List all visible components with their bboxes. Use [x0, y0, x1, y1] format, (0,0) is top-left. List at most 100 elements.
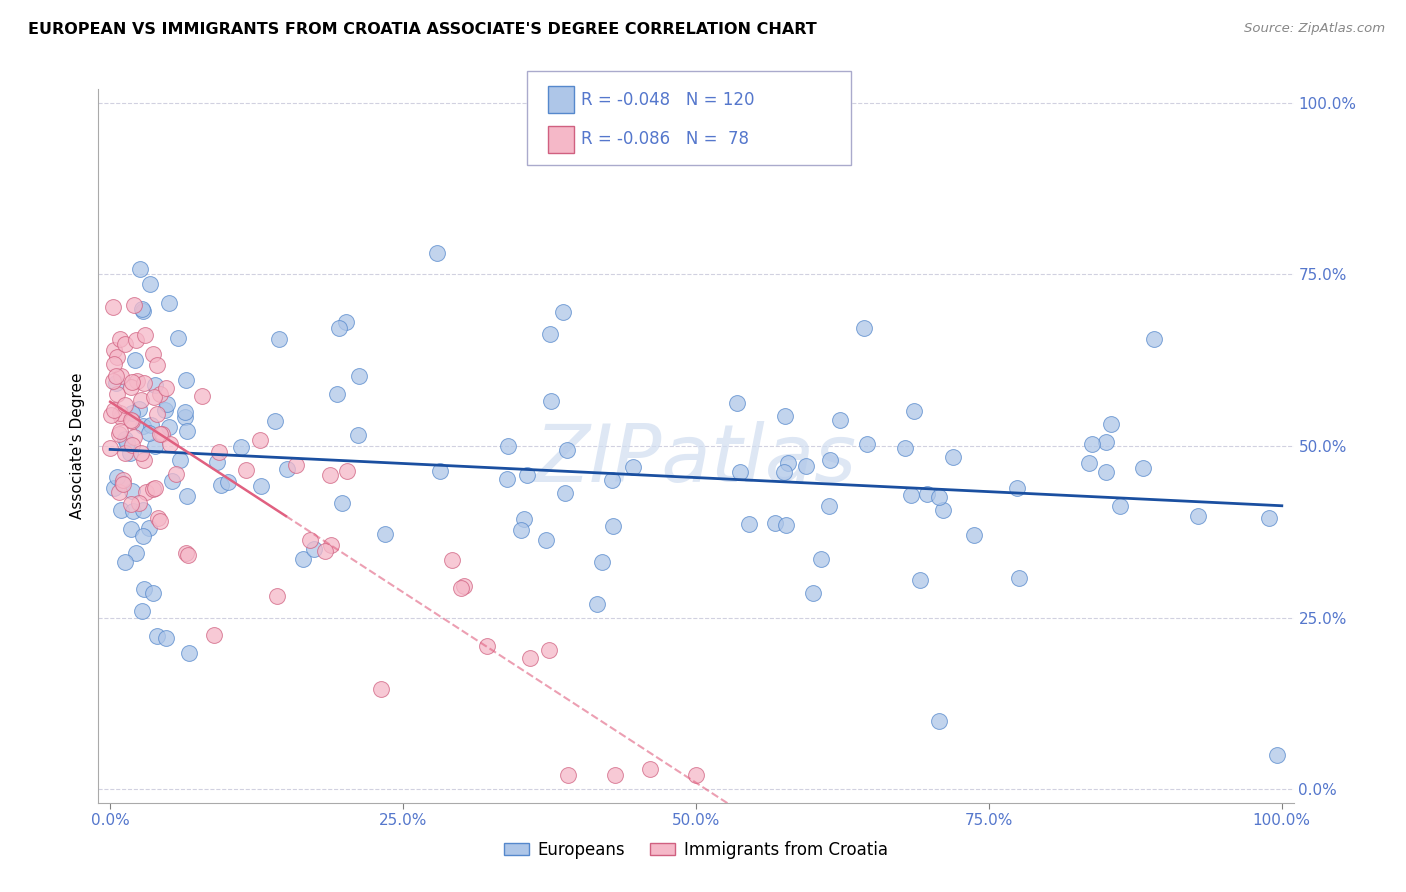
Point	[207, 455, 229, 469]
Point	[298, 533, 321, 547]
Point	[105, 351, 128, 365]
Point	[191, 389, 214, 403]
Point	[103, 357, 125, 371]
Point	[828, 413, 851, 427]
Point	[111, 473, 134, 487]
Point	[131, 301, 153, 316]
Point	[157, 296, 180, 310]
Point	[326, 387, 349, 401]
Point	[738, 517, 761, 532]
Point	[1108, 500, 1130, 514]
Point	[108, 406, 131, 420]
Point	[103, 481, 125, 495]
Point	[765, 516, 787, 530]
Point	[131, 529, 153, 543]
Point	[426, 245, 449, 260]
Point	[801, 586, 824, 600]
Point	[139, 418, 162, 433]
Point	[105, 387, 128, 401]
Point	[165, 467, 187, 481]
Point	[335, 315, 357, 329]
Point	[155, 380, 177, 394]
Point	[129, 445, 152, 459]
Point	[142, 482, 165, 496]
Point	[1095, 465, 1118, 479]
Point	[125, 546, 148, 560]
Point	[856, 437, 879, 451]
Point	[145, 358, 167, 372]
Point	[1094, 435, 1116, 450]
Point	[347, 428, 370, 442]
Point	[121, 375, 143, 389]
Point	[139, 277, 162, 291]
Point	[778, 456, 800, 470]
Point	[174, 405, 197, 419]
Point	[347, 369, 370, 384]
Point	[510, 523, 533, 537]
Point	[157, 419, 180, 434]
Point	[110, 368, 132, 383]
Point	[314, 544, 336, 558]
Point	[370, 682, 392, 697]
Point	[330, 496, 353, 510]
Point	[266, 589, 288, 603]
Point	[540, 393, 562, 408]
Point	[120, 413, 142, 427]
Text: R = -0.086   N =  78: R = -0.086 N = 78	[581, 130, 748, 148]
Point	[101, 374, 124, 388]
Point	[174, 373, 197, 387]
Point	[1008, 571, 1031, 585]
Point	[143, 481, 166, 495]
Point	[640, 762, 662, 776]
Point	[138, 521, 160, 535]
Text: ZIPatlas: ZIPatlas	[534, 421, 858, 500]
Point	[135, 484, 157, 499]
Point	[104, 376, 127, 391]
Point	[551, 305, 574, 319]
Point	[128, 401, 150, 416]
Point	[122, 298, 145, 312]
Point	[772, 465, 794, 479]
Point	[103, 403, 125, 417]
Point	[555, 442, 578, 457]
Point	[775, 517, 797, 532]
Point	[122, 504, 145, 518]
Point	[142, 586, 165, 600]
Text: EUROPEAN VS IMMIGRANTS FROM CROATIA ASSOCIATE'S DEGREE CORRELATION CHART: EUROPEAN VS IMMIGRANTS FROM CROATIA ASSO…	[28, 22, 817, 37]
Point	[602, 518, 624, 533]
Point	[125, 375, 148, 389]
Point	[166, 331, 188, 345]
Point	[145, 407, 167, 421]
Point	[143, 378, 166, 392]
Point	[810, 552, 832, 566]
Point	[963, 528, 986, 542]
Point	[304, 541, 326, 556]
Point	[1132, 460, 1154, 475]
Point	[132, 419, 155, 434]
Point	[121, 406, 143, 420]
Point	[98, 442, 121, 456]
Point	[176, 548, 198, 562]
Point	[794, 458, 817, 473]
Point	[125, 333, 148, 347]
Point	[429, 464, 451, 478]
Point	[942, 450, 965, 464]
Point	[512, 511, 534, 525]
Point	[235, 463, 257, 477]
Point	[269, 331, 291, 345]
Point	[148, 510, 170, 524]
Point	[155, 631, 177, 645]
Point	[202, 628, 225, 642]
Point	[110, 409, 132, 424]
Point	[100, 408, 122, 422]
Point	[932, 503, 955, 517]
Point	[496, 472, 519, 486]
Point	[903, 404, 925, 418]
Point	[475, 640, 498, 654]
Point	[217, 475, 239, 489]
Point	[108, 424, 131, 438]
Point	[291, 551, 314, 566]
Point	[143, 439, 166, 453]
Point	[374, 527, 396, 541]
Point	[249, 433, 271, 447]
